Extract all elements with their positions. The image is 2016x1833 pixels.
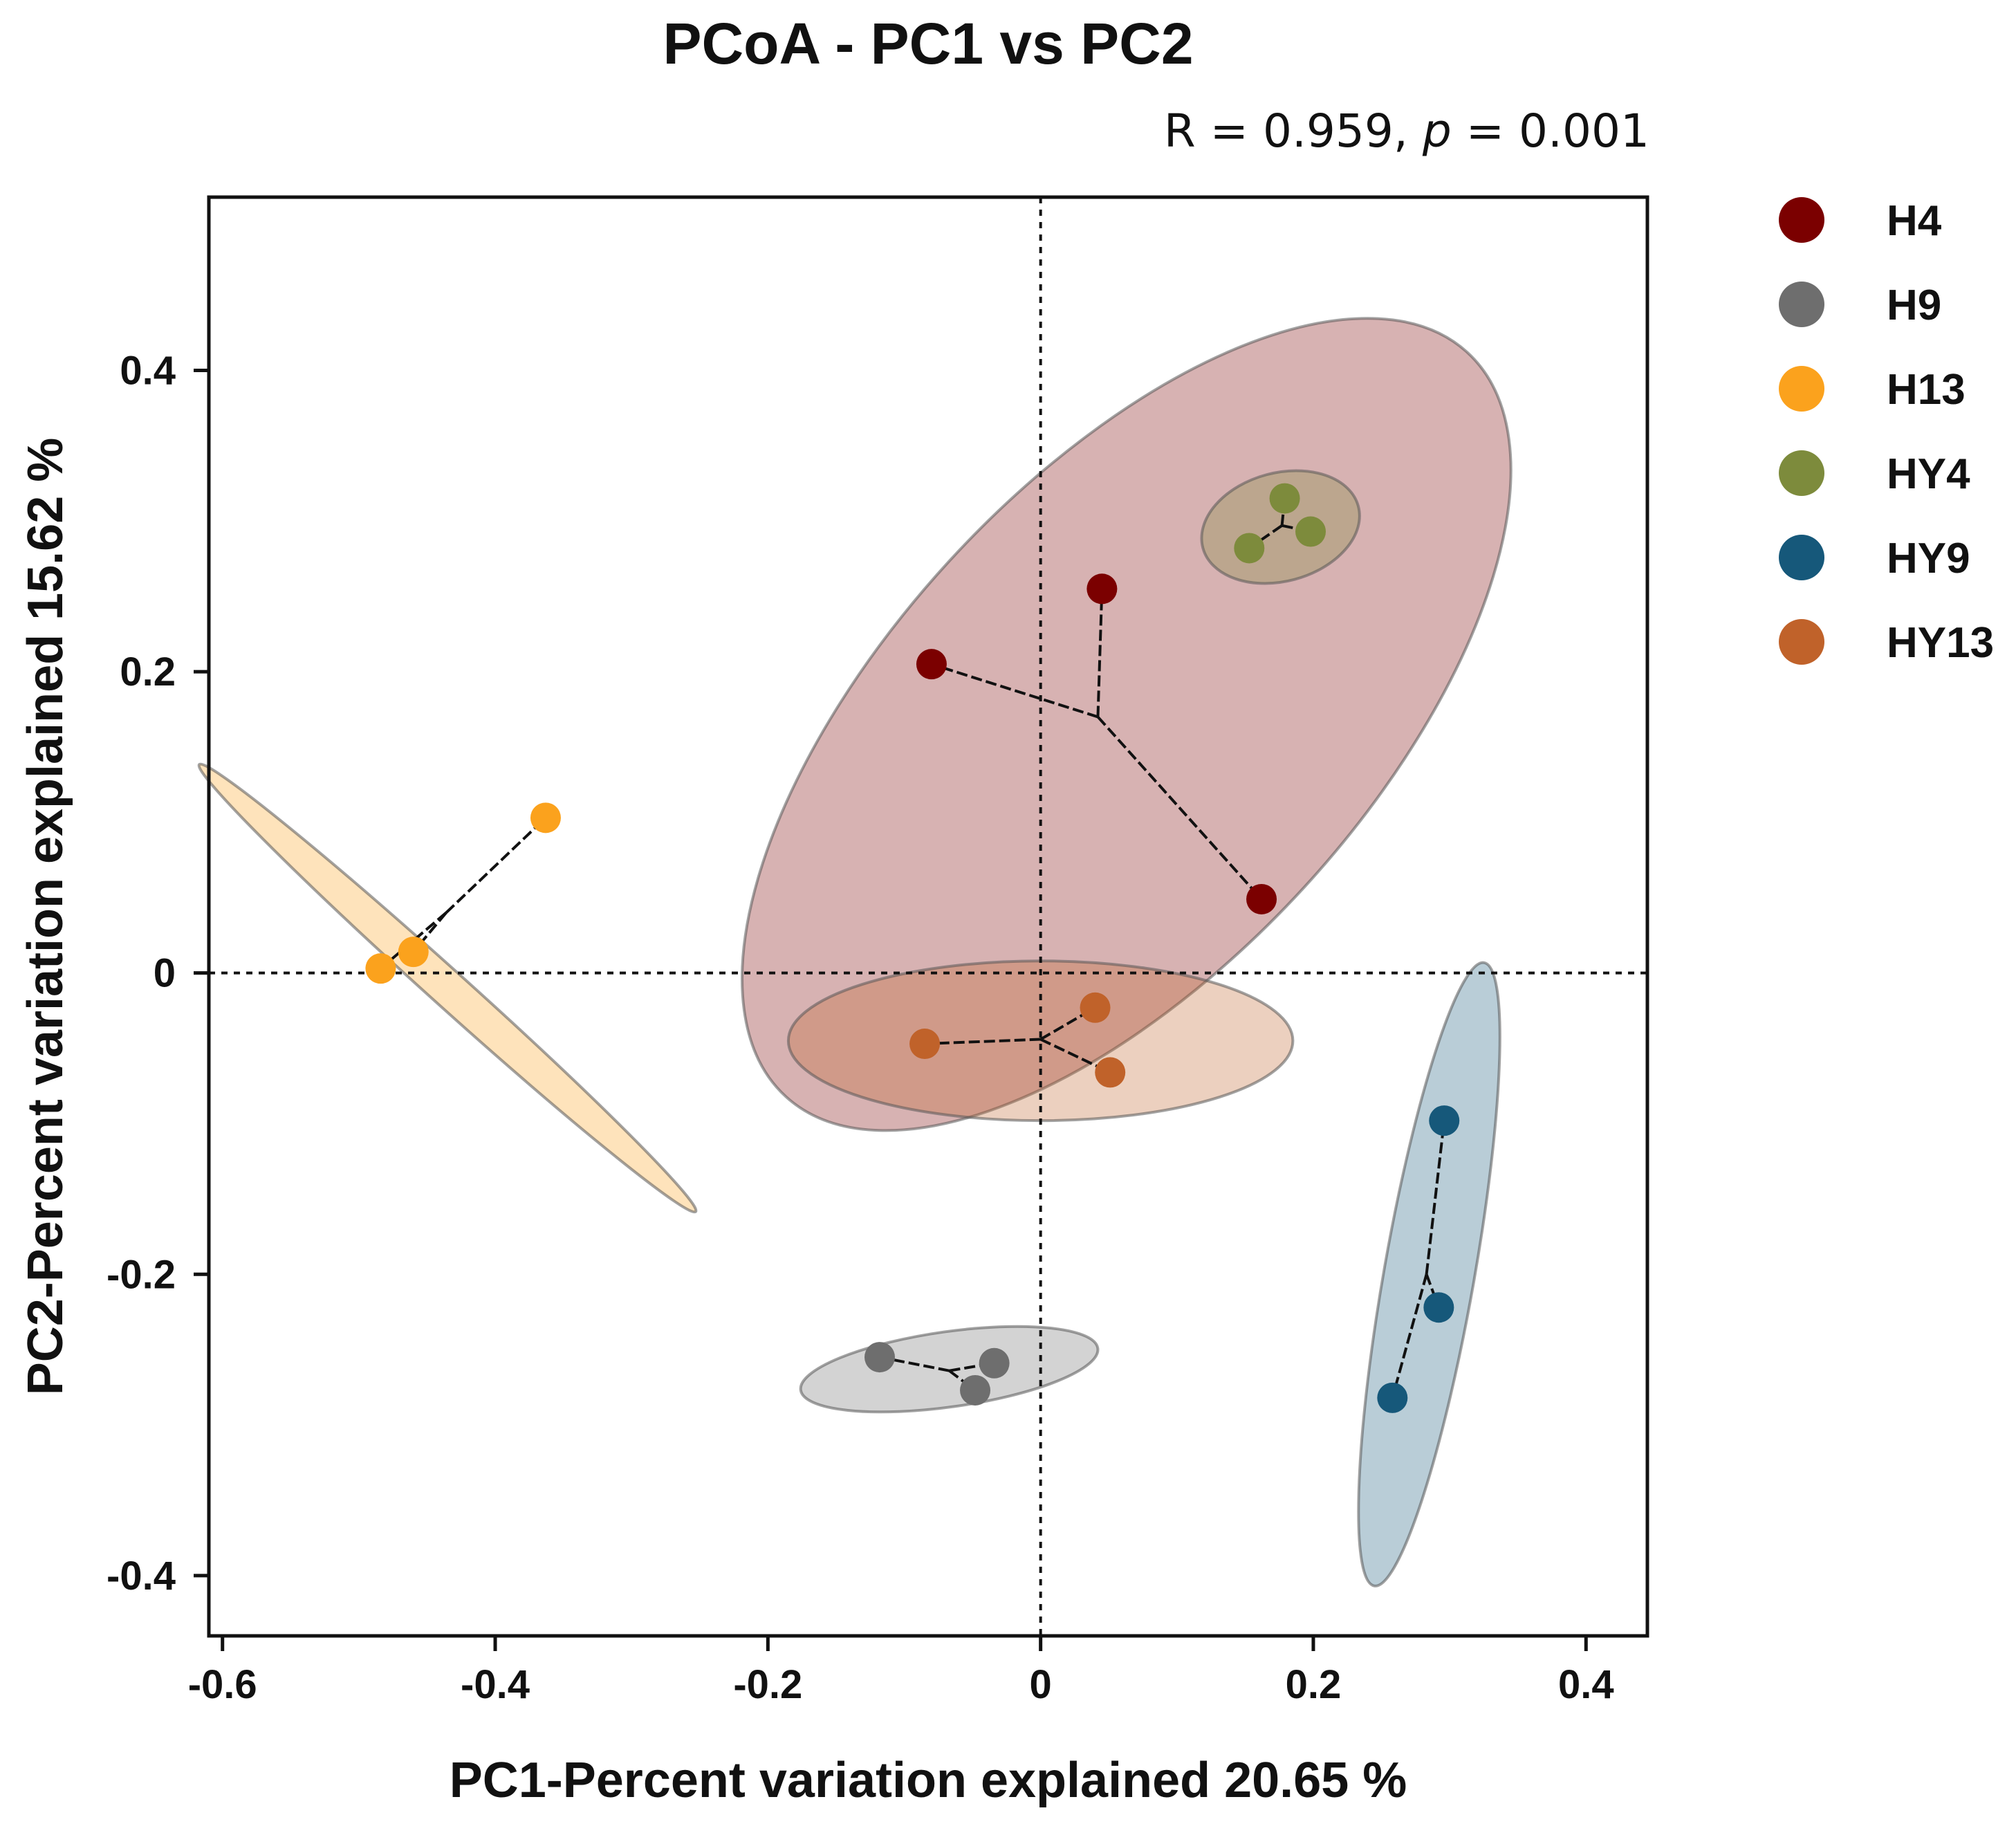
- point-layer: [365, 483, 1460, 1413]
- link-h9-2: [948, 1370, 977, 1392]
- point-h9-2: [960, 1374, 991, 1406]
- legend-marker-h13: [1779, 366, 1824, 412]
- point-h9-3: [979, 1347, 1010, 1379]
- link-hy9-1: [1425, 1120, 1446, 1275]
- point-hy4-1: [1234, 533, 1265, 564]
- reference-lines: [209, 197, 1647, 1636]
- link-h9-1: [879, 1356, 950, 1372]
- y-axis-label: PC2-Percent variation explained 15.62 %: [18, 438, 73, 1396]
- point-h13-1: [365, 953, 396, 984]
- ellipse-h9: [799, 1325, 1100, 1414]
- x-axis: -0.6 -0.4 -0.2 0 0.2 0.4: [188, 1636, 1614, 1707]
- point-h9-1: [864, 1342, 896, 1373]
- x-tick-label: 0.4: [1558, 1662, 1614, 1707]
- legend-label-h13: H13: [1887, 366, 1966, 414]
- point-h13-2: [398, 937, 429, 968]
- plot-frame: [207, 195, 1649, 1638]
- point-hy13-1: [909, 1029, 941, 1060]
- point-hy9-1: [1429, 1105, 1460, 1136]
- ellipse-layer: [197, 317, 1513, 1587]
- point-h4-2: [1086, 573, 1118, 605]
- link-hy9-3: [1391, 1273, 1428, 1399]
- point-h13-3: [530, 802, 561, 833]
- x-tick-label: -0.6: [188, 1662, 257, 1707]
- legend-marker-h4: [1779, 197, 1824, 243]
- link-h4-3: [1096, 716, 1263, 901]
- point-h4-3: [1246, 883, 1277, 914]
- legend-marker-hy9: [1779, 535, 1824, 580]
- point-hy13-3: [1095, 1057, 1126, 1088]
- y-tick-label: -0.4: [107, 1554, 176, 1599]
- legend-label-hy9: HY9: [1887, 535, 1970, 582]
- y-axis: -0.4 -0.2 0 0.2 0.4: [107, 348, 209, 1599]
- chart-title: PCoA - PC1 vs PC2: [663, 11, 1193, 76]
- legend-marker-h9: [1779, 282, 1824, 327]
- point-h4-1: [916, 649, 947, 680]
- x-tick-label: -0.4: [461, 1662, 530, 1707]
- y-tick-label: -0.2: [107, 1252, 176, 1297]
- legend-label-hy13: HY13: [1887, 619, 1994, 667]
- legend-marker-hy13: [1779, 619, 1824, 665]
- x-axis-label: PC1-Percent variation explained 20.65 %: [450, 1753, 1407, 1808]
- link-h13-3: [445, 816, 547, 914]
- legend-label-hy4: HY4: [1887, 450, 1970, 498]
- point-hy9-3: [1377, 1382, 1408, 1413]
- stat-suffix: = 0.001: [1452, 104, 1649, 158]
- ellipse-h13: [197, 762, 698, 1214]
- ellipse-hy9: [1357, 961, 1501, 1587]
- link-hy9-2: [1425, 1273, 1441, 1308]
- point-hy4-3: [1295, 516, 1326, 547]
- stat-prefix: R = 0.959,: [1164, 104, 1423, 158]
- link-h4-1: [931, 663, 1099, 719]
- y-tick-label: 0: [154, 951, 176, 996]
- link-h13-2: [412, 912, 447, 953]
- legend-label-h9: H9: [1887, 282, 1941, 329]
- x-tick-label: -0.2: [733, 1662, 802, 1707]
- y-tick-label: 0.2: [120, 650, 176, 694]
- stat-annotation: R = 0.959, p = 0.001: [1164, 104, 1649, 158]
- point-hy4-2: [1269, 483, 1300, 514]
- point-hy9-2: [1423, 1292, 1454, 1323]
- legend-marker-hy4: [1779, 450, 1824, 496]
- legend-label-h4: H4: [1887, 197, 1942, 245]
- x-tick-label: 0: [1030, 1662, 1052, 1707]
- link-hy13-1: [924, 1038, 1041, 1046]
- y-tick-label: 0.4: [120, 348, 176, 393]
- x-tick-label: 0.2: [1286, 1662, 1342, 1707]
- point-hy13-2: [1080, 992, 1111, 1023]
- stat-p-symbol: p: [1422, 104, 1452, 158]
- legend: H4 H9 H13 HY4 HY9 HY13: [1779, 197, 1994, 667]
- link-h4-2: [1096, 589, 1104, 717]
